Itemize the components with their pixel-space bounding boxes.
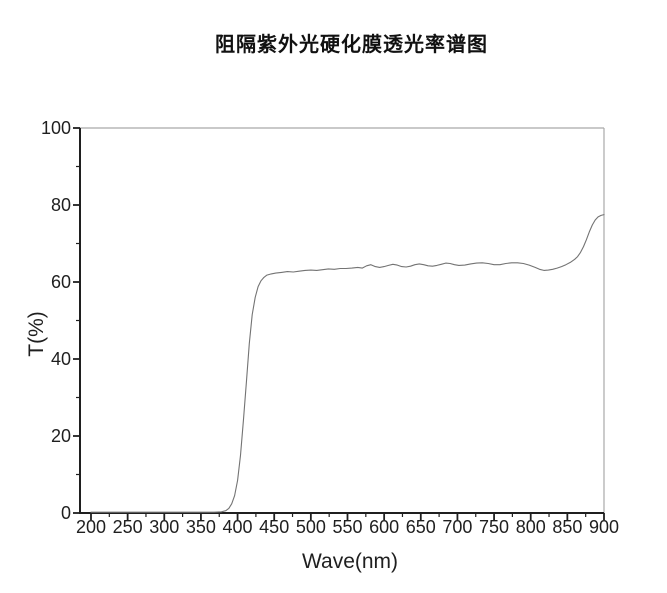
x-tick-label: 900 — [589, 517, 619, 537]
x-tick-label: 350 — [186, 517, 216, 537]
y-tick-label: 20 — [51, 426, 71, 446]
x-tick-label: 200 — [76, 517, 106, 537]
y-axis-title: T(%) — [25, 311, 48, 357]
x-tick-label: 550 — [332, 517, 362, 537]
x-tick-label: 600 — [369, 517, 399, 537]
x-tick-label: 650 — [406, 517, 436, 537]
x-tick-label: 800 — [516, 517, 546, 537]
y-tick-label: 0 — [61, 503, 71, 523]
x-tick-label: 400 — [223, 517, 253, 537]
transmittance-curve — [90, 214, 605, 513]
x-tick-label: 450 — [259, 517, 289, 537]
x-tick-label: 750 — [479, 517, 509, 537]
x-tick-label: 300 — [149, 517, 179, 537]
x-tick-label: 700 — [442, 517, 472, 537]
x-tick-label: 500 — [296, 517, 326, 537]
x-tick-label: 250 — [113, 517, 143, 537]
chart-title: 阻隔紫外光硬化膜透光率谱图 — [215, 32, 488, 56]
y-tick-label: 80 — [51, 195, 71, 215]
y-tick-label: 40 — [51, 349, 71, 369]
x-axis-title: Wave(nm) — [301, 550, 399, 573]
y-tick-label: 100 — [41, 118, 71, 138]
y-tick-label: 60 — [51, 272, 71, 292]
x-tick-label: 850 — [552, 517, 582, 537]
